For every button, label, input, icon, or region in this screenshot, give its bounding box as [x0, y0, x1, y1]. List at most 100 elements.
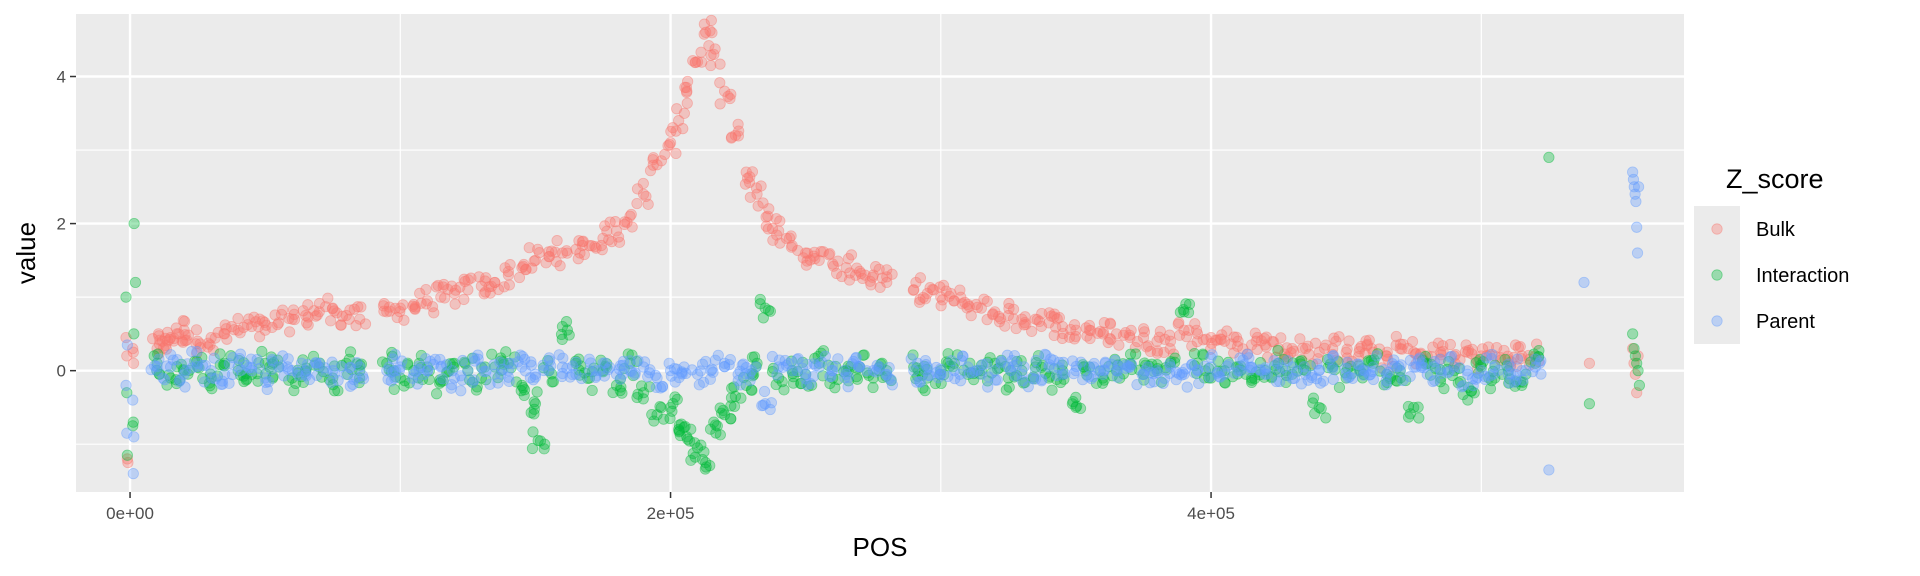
data-point: [1119, 327, 1132, 339]
data-point: [409, 301, 421, 313]
major-gridlines: [76, 14, 1684, 492]
data-point: [205, 365, 217, 377]
data-point: [484, 378, 496, 390]
data-point: [423, 365, 435, 377]
data-point: [1517, 374, 1529, 386]
data-point: [842, 375, 855, 387]
data-point: [1498, 344, 1510, 357]
data-point: [121, 453, 133, 465]
data-point: [989, 374, 1001, 386]
data-point: [484, 287, 496, 299]
data-point: [1320, 412, 1332, 424]
data-point: [492, 377, 504, 389]
data-point: [696, 56, 708, 68]
data-point: [561, 324, 573, 336]
data-point: [1504, 373, 1516, 385]
data-point: [1125, 358, 1137, 371]
data-point: [170, 374, 182, 386]
data-point: [1043, 307, 1055, 319]
data-point: [923, 370, 936, 382]
data-point: [737, 358, 750, 370]
data-point: [442, 366, 454, 378]
data-point: [1404, 354, 1417, 366]
data-point: [1509, 339, 1522, 351]
data-point: [423, 373, 435, 386]
data-point: [462, 365, 474, 377]
data-point: [618, 218, 631, 231]
data-point: [1510, 360, 1523, 373]
data-point: [1211, 367, 1224, 379]
data-point: [1254, 369, 1266, 381]
data-point: [390, 365, 402, 377]
data-point: [391, 311, 403, 324]
data-point: [1454, 362, 1466, 374]
data-point: [917, 382, 929, 394]
data-point: [472, 353, 484, 365]
data-point: [754, 293, 766, 306]
data-point: [1462, 394, 1474, 406]
data-point: [292, 369, 304, 381]
data-point: [502, 265, 514, 278]
data-point: [1457, 388, 1469, 401]
data-point: [560, 245, 573, 257]
data-point: [1394, 365, 1406, 377]
data-point: [984, 352, 996, 364]
data-point: [989, 365, 1001, 377]
data-point: [822, 359, 834, 371]
data-point: [1016, 375, 1028, 387]
data-point: [826, 360, 838, 372]
data-point: [1434, 376, 1447, 388]
data-point: [1053, 356, 1065, 368]
data-point: [1016, 313, 1028, 325]
legend-label-parent: Parent: [1756, 311, 1815, 333]
data-point: [273, 361, 285, 373]
data-point: [1371, 350, 1383, 362]
data-point: [1467, 380, 1479, 392]
data-point: [1529, 350, 1541, 362]
data-point: [1153, 331, 1165, 343]
data-point: [956, 350, 969, 362]
data-point: [1632, 350, 1644, 362]
data-point: [232, 312, 244, 325]
x-tick-label: 4e+05: [1187, 504, 1235, 523]
data-point: [601, 225, 613, 237]
data-point: [632, 388, 644, 400]
data-point: [940, 285, 952, 297]
data-point: [644, 165, 657, 177]
data-point: [964, 357, 976, 369]
data-point: [937, 279, 950, 292]
data-point: [806, 379, 818, 391]
data-point: [989, 357, 1001, 369]
data-point: [163, 369, 175, 381]
data-point: [714, 402, 726, 414]
data-point: [269, 309, 281, 321]
data-point: [700, 461, 712, 473]
data-point: [160, 343, 173, 355]
data-point: [385, 375, 397, 387]
data-point: [1259, 339, 1271, 351]
data-point: [1084, 332, 1096, 345]
data-point: [850, 371, 863, 383]
data-point: [378, 298, 390, 310]
data-point: [1103, 360, 1115, 373]
data-point: [762, 223, 774, 235]
data-point: [725, 132, 738, 144]
data-point: [961, 302, 973, 314]
data-point: [354, 372, 366, 384]
data-point: [680, 81, 693, 94]
data-point: [1119, 359, 1132, 371]
data-point: [120, 331, 132, 344]
data-point: [1058, 373, 1070, 385]
data-point: [1448, 361, 1460, 373]
data-point: [1414, 352, 1426, 364]
data-point: [724, 354, 736, 366]
data-point: [465, 272, 477, 284]
data-point: [556, 370, 568, 383]
data-point: [1340, 368, 1352, 380]
data-point: [1104, 318, 1117, 330]
data-point: [872, 363, 884, 375]
data-point: [319, 301, 332, 313]
data-point: [694, 365, 707, 377]
data-point: [1297, 363, 1310, 376]
